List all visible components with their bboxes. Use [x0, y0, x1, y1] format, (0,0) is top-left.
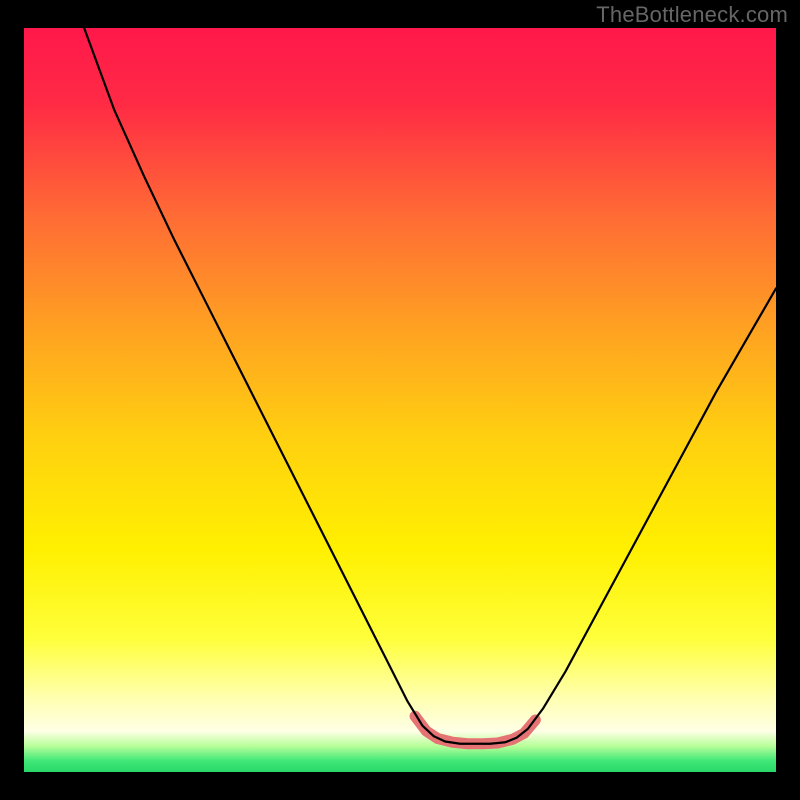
plot-area — [24, 28, 776, 772]
gradient-background — [24, 28, 776, 772]
watermark-text: TheBottleneck.com — [596, 2, 788, 28]
bottleneck-curve-chart — [24, 28, 776, 772]
chart-container: TheBottleneck.com — [0, 0, 800, 800]
